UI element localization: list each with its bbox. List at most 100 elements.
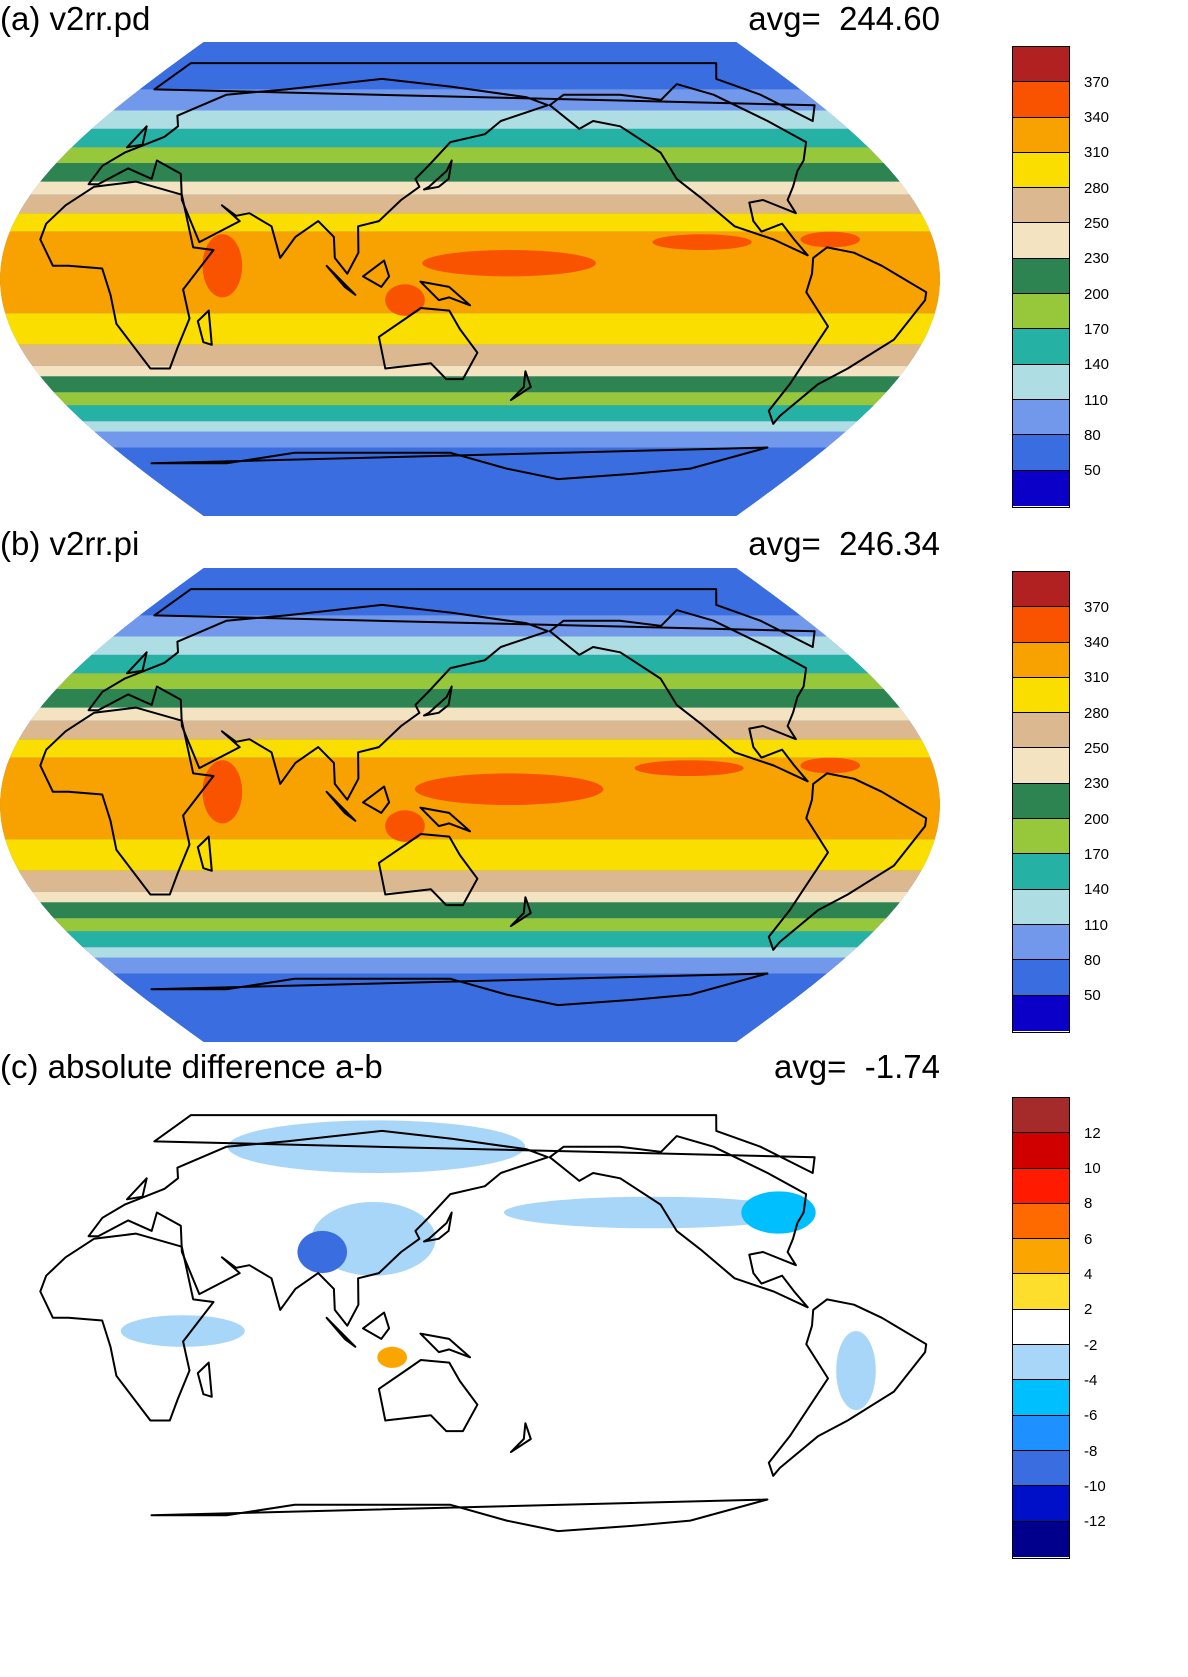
coastline bbox=[419, 280, 471, 307]
coastline bbox=[548, 83, 809, 257]
panel-a-avg-label: avg= bbox=[748, 0, 821, 37]
colorbar-swatch bbox=[1013, 783, 1069, 820]
colorbar-swatch bbox=[1013, 1415, 1069, 1451]
coastline bbox=[423, 685, 453, 717]
colorbar-tick-label: 50 bbox=[1084, 462, 1101, 480]
panel-a-avg: avg= 244.60 bbox=[748, 2, 940, 35]
colorbar-tick-label: -2 bbox=[1084, 1336, 1098, 1354]
colorbar-tick-label: -8 bbox=[1084, 1442, 1098, 1460]
colorbar-tick-label: 140 bbox=[1084, 881, 1110, 899]
map-band bbox=[113, 89, 827, 111]
map-band bbox=[91, 636, 849, 655]
panel-c-avg-value: -1.74 bbox=[864, 1048, 940, 1085]
map-band bbox=[32, 891, 908, 903]
panel-a-title: (a) v2rr.pd bbox=[0, 0, 151, 37]
map-band bbox=[53, 918, 887, 932]
map-band bbox=[113, 973, 827, 1042]
colorbar-tick-label: 200 bbox=[1084, 810, 1110, 828]
map-field-blob bbox=[800, 231, 861, 248]
panel-c-title: (c) absolute difference a-b bbox=[0, 1048, 383, 1085]
map-band bbox=[139, 568, 801, 616]
colorbar-swatch bbox=[1013, 1133, 1069, 1169]
colorbar-tick-label: 110 bbox=[1084, 391, 1108, 409]
colorbar-tick-label: 2 bbox=[1084, 1301, 1093, 1319]
colorbar-tick-label: 80 bbox=[1084, 426, 1101, 444]
colorbar-a bbox=[1012, 46, 1070, 508]
map-field-blob bbox=[202, 760, 243, 824]
colorbar-tick-label: 250 bbox=[1084, 215, 1110, 233]
coastline bbox=[509, 370, 532, 402]
map-band bbox=[56, 673, 884, 690]
coastline bbox=[196, 835, 213, 872]
colorbar-swatch bbox=[1013, 1309, 1069, 1346]
map-panel-b bbox=[0, 568, 940, 1042]
colorbar-c bbox=[1012, 1097, 1070, 1559]
map-band bbox=[18, 194, 922, 214]
map-band bbox=[30, 181, 910, 195]
map-field-blob bbox=[120, 1315, 245, 1347]
coastline bbox=[362, 785, 391, 814]
map-band bbox=[18, 720, 922, 740]
coastline bbox=[39, 706, 215, 896]
colorbar-tick-label: 12 bbox=[1084, 1124, 1101, 1142]
colorbar-swatch bbox=[1013, 1486, 1069, 1522]
map-band bbox=[40, 376, 900, 393]
coastline bbox=[150, 972, 769, 1007]
colorbar-tick-label: 310 bbox=[1084, 144, 1110, 162]
map-band bbox=[5, 839, 935, 871]
coastline bbox=[153, 62, 816, 122]
colorbar-swatch bbox=[1013, 223, 1069, 259]
panel-b-avg-label: avg= bbox=[748, 525, 821, 562]
coastline bbox=[39, 180, 215, 370]
colorbar-tick-label: 370 bbox=[1084, 598, 1110, 616]
colorbar-swatch bbox=[1013, 677, 1069, 714]
colorbar-tick-label: -4 bbox=[1084, 1371, 1098, 1389]
coastline bbox=[423, 1211, 453, 1243]
map-band bbox=[91, 110, 849, 129]
colorbar-swatch bbox=[1013, 294, 1069, 330]
coastline bbox=[150, 446, 769, 481]
colorbar-tick-label: 80 bbox=[1084, 951, 1101, 969]
coastline bbox=[150, 1498, 769, 1533]
coastline bbox=[325, 790, 357, 822]
colorbar-swatch bbox=[1013, 995, 1069, 1031]
colorbar-swatch bbox=[1013, 1521, 1069, 1557]
colorbar-swatch bbox=[1013, 1380, 1069, 1416]
panel-a-avg-value: 244.60 bbox=[839, 0, 940, 37]
coastline bbox=[39, 1232, 215, 1422]
colorbar-tick-label: 50 bbox=[1084, 987, 1101, 1005]
colorbar-tick-label: 140 bbox=[1084, 356, 1110, 374]
map-band bbox=[53, 392, 887, 406]
coastline bbox=[196, 1361, 213, 1398]
map-band bbox=[139, 42, 801, 90]
colorbar-swatch bbox=[1013, 572, 1069, 608]
map-field-blob bbox=[377, 1346, 408, 1368]
map-band bbox=[9, 739, 931, 758]
panel-c-avg-label: avg= bbox=[773, 1048, 847, 1085]
coastline bbox=[767, 1298, 928, 1477]
colorbar-tick-label: 10 bbox=[1084, 1160, 1101, 1178]
colorbar-swatch bbox=[1013, 713, 1069, 749]
coastline bbox=[509, 1422, 532, 1454]
colorbar-tick-label: 280 bbox=[1084, 704, 1110, 722]
coastline bbox=[126, 1177, 148, 1201]
colorbar-swatch bbox=[1013, 1274, 1069, 1310]
colorbar-swatch bbox=[1013, 1239, 1069, 1275]
coastline bbox=[377, 833, 479, 907]
colorbar-swatch bbox=[1013, 47, 1069, 83]
colorbar-swatch bbox=[1013, 364, 1069, 400]
colorbar-tick-label: 250 bbox=[1084, 740, 1110, 758]
coastline bbox=[767, 772, 928, 951]
map-band bbox=[82, 947, 858, 958]
colorbar-swatch bbox=[1013, 854, 1069, 890]
colorbar-tick-label: 170 bbox=[1084, 845, 1110, 863]
map-panel-a bbox=[0, 42, 940, 516]
coastline bbox=[377, 1359, 479, 1433]
coastline bbox=[153, 1114, 816, 1174]
coastline bbox=[548, 1135, 809, 1309]
coastline bbox=[362, 1311, 391, 1340]
map-band bbox=[94, 431, 846, 448]
colorbar-swatch bbox=[1013, 889, 1069, 925]
map-band bbox=[40, 163, 900, 182]
map-field-blob bbox=[202, 234, 243, 298]
